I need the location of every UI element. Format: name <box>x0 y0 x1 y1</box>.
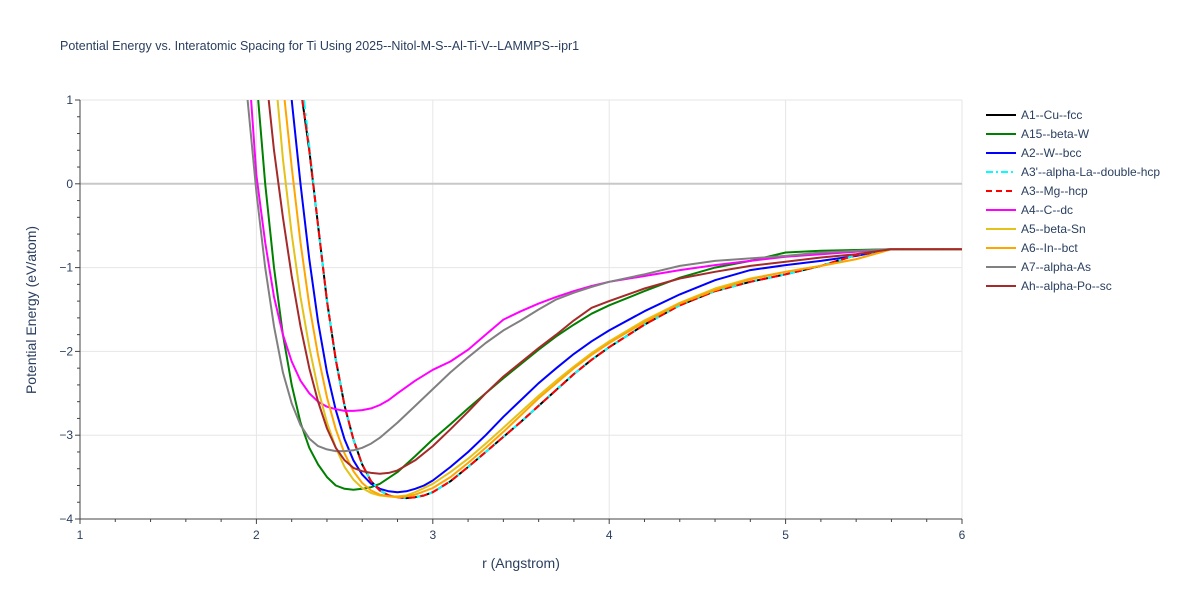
legend-label: A1--Cu--fcc <box>1021 108 1082 122</box>
legend-label: A5--beta-Sn <box>1021 222 1086 236</box>
legend-label: A4--C--dc <box>1021 203 1073 217</box>
grid <box>79 99 963 520</box>
legend-label: A7--alpha-As <box>1021 260 1091 274</box>
x-tick-label: 3 <box>429 528 436 542</box>
series-line-4 <box>301 100 962 500</box>
y-tick-label: 0 <box>66 177 73 191</box>
legend-item[interactable]: A2--W--bcc <box>986 146 1081 160</box>
legend-item[interactable]: A1--Cu--fcc <box>986 108 1082 122</box>
legend-item[interactable]: A3'--alpha-La--double-hcp <box>986 165 1160 179</box>
legend-label: A2--W--bcc <box>1021 146 1081 160</box>
legend-item[interactable]: Ah--alpha-Po--sc <box>986 279 1112 293</box>
x-axis-label: r (Angstrom) <box>482 555 560 571</box>
series-line-6 <box>276 100 962 498</box>
y-tick-label: −1 <box>59 261 73 275</box>
legend-item[interactable]: A4--C--dc <box>986 203 1073 217</box>
legend-label: A6--In--bct <box>1021 241 1078 255</box>
legend-label: A3'--alpha-La--double-hcp <box>1021 165 1160 179</box>
x-tick-label: 6 <box>959 528 966 542</box>
series-line-5 <box>250 100 962 412</box>
x-tick-label: 5 <box>782 528 789 542</box>
legend-item[interactable]: A6--In--bct <box>986 241 1078 255</box>
legend-item[interactable]: A15--beta-W <box>986 127 1090 141</box>
series-line-2 <box>290 100 962 494</box>
series-line-0 <box>301 100 962 500</box>
series-line-1 <box>257 100 962 491</box>
y-axis-label: Potential Energy (eV/atom) <box>23 226 39 394</box>
series-line-7 <box>283 100 962 499</box>
y-tick-label: 1 <box>66 93 73 107</box>
legend-label: Ah--alpha-Po--sc <box>1021 279 1112 293</box>
x-tick-label: 4 <box>606 528 613 542</box>
series-line-3 <box>303 100 962 500</box>
x-tick-label: 1 <box>77 528 84 542</box>
axes: 1 2 3 4 5 6 −4 −3 −2 −1 0 1 <box>59 93 965 542</box>
plot-area <box>246 100 962 500</box>
legend-item[interactable]: A5--beta-Sn <box>986 222 1086 236</box>
chart-title: Potential Energy vs. Interatomic Spacing… <box>60 39 579 53</box>
legend[interactable]: A1--Cu--fcc A15--beta-W A2--W--bcc A3'--alp… <box>986 108 1160 293</box>
y-tick-label: −3 <box>59 428 73 442</box>
x-tick-label: 2 <box>253 528 260 542</box>
legend-item[interactable]: A3--Mg--hcp <box>986 184 1088 198</box>
legend-item[interactable]: A7--alpha-As <box>986 260 1091 274</box>
y-tick-label: −2 <box>59 344 73 358</box>
legend-label: A15--beta-W <box>1021 127 1090 141</box>
legend-label: A3--Mg--hcp <box>1021 184 1088 198</box>
y-tick-label: −4 <box>59 512 73 526</box>
series-line-8 <box>246 100 962 453</box>
series-line-9 <box>267 100 962 475</box>
